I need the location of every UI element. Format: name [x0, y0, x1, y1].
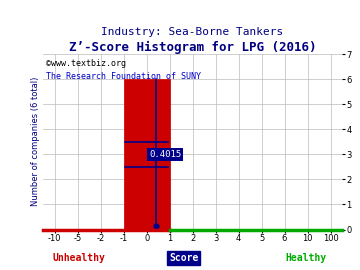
Text: ©www.textbiz.org: ©www.textbiz.org — [46, 59, 126, 68]
Title: Z’-Score Histogram for LPG (2016): Z’-Score Histogram for LPG (2016) — [69, 41, 316, 54]
Bar — [123, 79, 170, 230]
Y-axis label: Number of companies (6 total): Number of companies (6 total) — [31, 77, 40, 207]
Text: Unhealthy: Unhealthy — [53, 253, 105, 263]
Text: Industry: Sea-Borne Tankers: Industry: Sea-Borne Tankers — [102, 27, 284, 37]
Text: Healthy: Healthy — [285, 253, 327, 263]
Text: Score: Score — [169, 253, 198, 263]
Text: 0.4015: 0.4015 — [149, 150, 181, 159]
Text: The Research Foundation of SUNY: The Research Foundation of SUNY — [46, 72, 201, 80]
